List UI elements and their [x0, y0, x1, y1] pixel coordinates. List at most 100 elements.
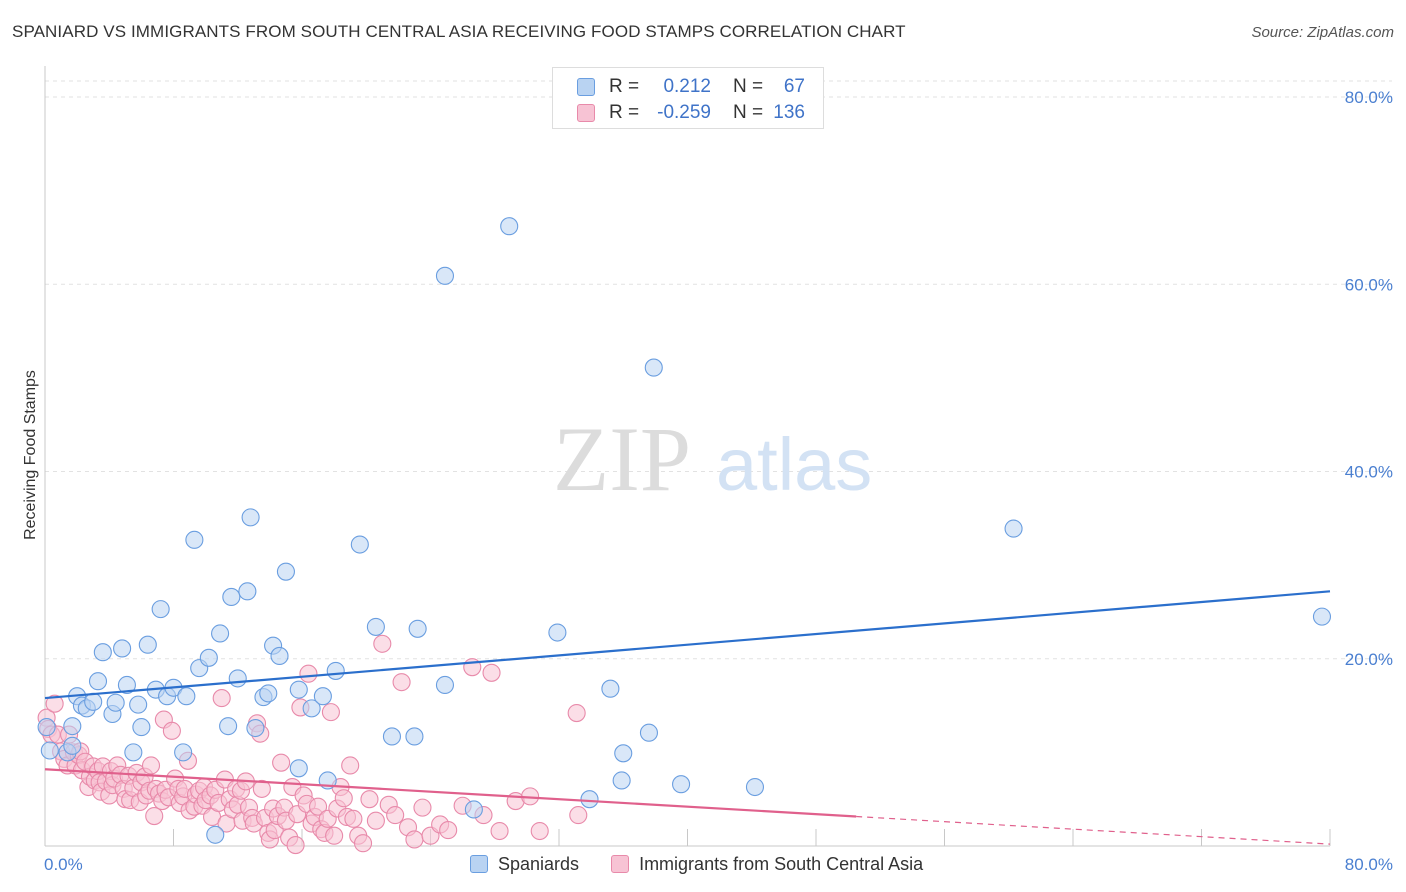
- spaniards-point: [106, 693, 125, 712]
- immigrants-point: [366, 811, 385, 830]
- spaniards-point: [40, 741, 59, 760]
- spaniards-point: [302, 699, 321, 718]
- spaniards-point: [435, 675, 455, 695]
- spaniards-point: [612, 771, 631, 790]
- spaniards-point: [88, 672, 108, 691]
- spaniards-point: [151, 600, 170, 619]
- spaniards-point: [93, 643, 112, 662]
- trend-lines: [44, 590, 1331, 845]
- series-legend: Spaniards Immigrants from South Central …: [470, 851, 955, 877]
- y-tick-label: 20.0%: [1345, 650, 1393, 669]
- spaniards-point: [350, 535, 369, 554]
- spaniards-point: [405, 727, 424, 746]
- immigrants-trend-line-extension: [856, 815, 1331, 845]
- immigrants-point: [341, 756, 360, 775]
- series-immigrants-points: [37, 634, 588, 855]
- legend-n-label: N =: [733, 76, 764, 97]
- immigrants-point: [145, 806, 164, 826]
- spaniards-point: [238, 582, 257, 601]
- legend-swatch-blue: [577, 78, 595, 96]
- immigrants-point: [344, 809, 363, 828]
- spaniards-point: [117, 675, 136, 695]
- spaniards-point: [211, 624, 230, 643]
- spaniards-point: [464, 800, 483, 819]
- legend-item-spaniards: Spaniards: [470, 854, 579, 875]
- spaniards-point: [206, 825, 225, 844]
- spaniards-point: [672, 775, 691, 794]
- y-tick-label: 60.0%: [1345, 275, 1393, 294]
- spaniards-trend-line: [44, 590, 1331, 700]
- spaniards-point: [37, 718, 56, 737]
- spaniards-point: [382, 727, 402, 746]
- legend-r-label: R =: [609, 102, 640, 123]
- spaniards-point: [289, 680, 308, 699]
- y-axis-label: Receiving Food Stamps: [22, 370, 39, 540]
- immigrants-point: [334, 789, 353, 808]
- watermark-zip: ZIP: [553, 408, 691, 510]
- tick-labels: 20.0% 40.0% 60.0% 80.0% 0.0% 80.0%: [44, 88, 1393, 874]
- spaniards-point: [580, 790, 599, 809]
- chart-source: Source: ZipAtlas.com: [1251, 24, 1394, 41]
- spaniards-point: [435, 266, 455, 285]
- legend-item-immigrants: Immigrants from South Central Asia: [611, 854, 923, 875]
- series-spaniards-points: [37, 217, 1332, 844]
- immigrants-point: [321, 703, 340, 722]
- immigrants-point: [392, 673, 411, 692]
- legend-row-spaniards: R = 0.212 N = 67: [577, 75, 805, 99]
- spaniards-point: [408, 619, 427, 638]
- legend-swatch-pink: [577, 104, 595, 122]
- spaniards-point: [113, 639, 132, 658]
- spaniards-point: [259, 684, 278, 703]
- legend-swatch-blue: [470, 855, 488, 873]
- spaniards-point: [84, 692, 103, 711]
- immigrants-point: [162, 721, 181, 740]
- spaniards-point: [132, 718, 151, 737]
- legend-label-spaniards: Spaniards: [498, 853, 580, 874]
- legend-r-value: -0.259: [657, 102, 711, 123]
- spaniards-point: [219, 717, 238, 736]
- immigrants-point: [272, 753, 291, 772]
- spaniards-point: [644, 358, 663, 377]
- spaniards-point: [313, 687, 332, 706]
- y-tick-label: 40.0%: [1345, 463, 1393, 482]
- legend-n-label: N =: [733, 102, 764, 123]
- spaniards-point: [1004, 519, 1023, 538]
- spaniards-point: [63, 717, 82, 736]
- immigrants-point: [360, 790, 379, 809]
- immigrants-point: [373, 634, 392, 653]
- watermark-atlas: atlas: [716, 423, 872, 506]
- legend-r-value: 0.212: [663, 76, 711, 97]
- spaniards-point: [289, 759, 308, 778]
- spaniards-point: [745, 777, 765, 797]
- spaniards-point: [246, 718, 265, 738]
- spaniards-point: [63, 736, 82, 755]
- gridlines: [45, 80, 1392, 660]
- immigrants-point: [567, 704, 586, 723]
- spaniards-point: [138, 635, 157, 654]
- spaniards-point: [1312, 607, 1332, 626]
- immigrants-point: [286, 836, 305, 855]
- spaniards-point: [228, 669, 247, 688]
- legend-n-value: 136: [773, 102, 805, 123]
- immigrants-point: [413, 798, 432, 817]
- spaniards-point: [270, 646, 289, 665]
- spaniards-point: [601, 679, 620, 698]
- spaniards-point: [177, 687, 196, 706]
- spaniards-point: [129, 695, 148, 714]
- spaniards-point: [276, 562, 295, 581]
- immigrants-point: [299, 664, 318, 683]
- x-tick-label: 80.0%: [1345, 855, 1393, 874]
- spaniards-point: [548, 623, 567, 642]
- legend-r-label: R =: [609, 76, 640, 97]
- correlation-legend: R = 0.212 N = 67 R = -0.259 N = 136: [552, 67, 824, 129]
- spaniards-point: [124, 743, 143, 762]
- spaniards-point: [199, 648, 218, 667]
- watermark: ZIP atlas: [553, 408, 872, 510]
- immigrants-point: [386, 806, 405, 825]
- immigrants-trend-line: [44, 768, 857, 818]
- spaniards-point: [639, 723, 659, 742]
- immigrants-point: [405, 830, 424, 849]
- legend-swatch-pink: [611, 855, 630, 873]
- immigrants-point: [482, 663, 501, 682]
